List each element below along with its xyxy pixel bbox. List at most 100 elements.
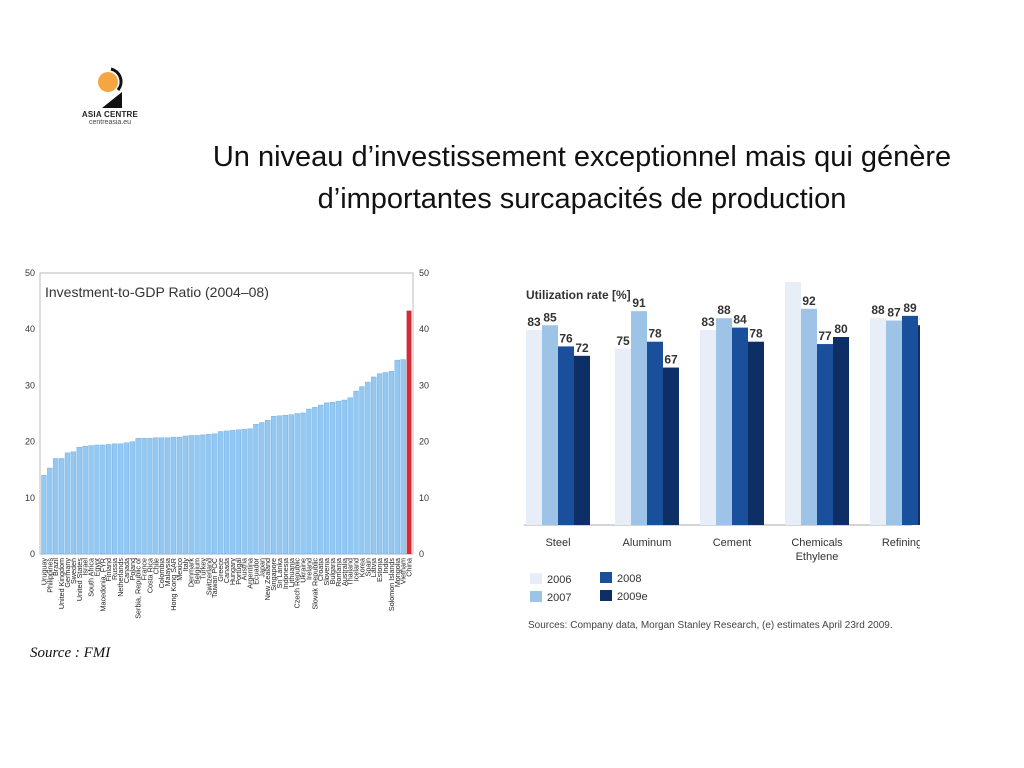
bar bbox=[335, 400, 342, 555]
x-tick-label: Ukraine bbox=[299, 558, 308, 583]
bar bbox=[817, 344, 833, 525]
bar bbox=[647, 341, 663, 525]
y-tick-left: 50 bbox=[25, 268, 35, 278]
bar bbox=[870, 318, 886, 525]
bar bbox=[182, 435, 188, 555]
x-tick-label: Russia bbox=[110, 558, 119, 580]
x-tick-label: Solomon Islands bbox=[387, 558, 396, 612]
bar bbox=[323, 402, 330, 555]
x-tick-label: Chile bbox=[151, 558, 160, 574]
bar bbox=[176, 436, 183, 555]
y-tick-left: 10 bbox=[25, 493, 35, 503]
bar bbox=[94, 444, 100, 555]
bar bbox=[288, 414, 294, 555]
bar bbox=[235, 429, 241, 555]
bar-value-label: 85 bbox=[919, 310, 920, 324]
bar bbox=[135, 438, 141, 555]
x-tick-label: Mexico bbox=[175, 558, 184, 581]
category-label: Refining bbox=[882, 537, 920, 549]
x-tick-label: United Kingdom bbox=[57, 558, 66, 609]
chart-title: Investment-to-GDP Ratio (2004–08) bbox=[45, 284, 269, 300]
x-tick-label: Latvia bbox=[369, 558, 378, 577]
bar bbox=[70, 451, 77, 555]
x-tick-label: Taiwan POC bbox=[210, 558, 219, 598]
bar bbox=[100, 444, 106, 555]
bar-value-label: 78 bbox=[648, 327, 662, 341]
bar bbox=[300, 412, 306, 555]
y-tick-right: 0 bbox=[419, 549, 424, 559]
bar bbox=[164, 437, 171, 555]
x-tick-label: Canada bbox=[122, 558, 131, 583]
y-tick-left: 40 bbox=[25, 324, 35, 334]
bar bbox=[574, 355, 590, 525]
bar bbox=[700, 329, 716, 525]
legend-label: 2007 bbox=[547, 592, 571, 604]
bar bbox=[353, 390, 359, 555]
slide-title-line-1: Un niveau d’investissement exceptionnel … bbox=[212, 141, 952, 173]
x-tick-label: Estonia bbox=[375, 558, 384, 582]
x-tick-label: India bbox=[381, 558, 390, 574]
x-tick-label: Finland bbox=[104, 558, 113, 582]
bar bbox=[833, 337, 849, 525]
x-tick-label: Spain bbox=[363, 558, 372, 576]
bar bbox=[918, 325, 920, 525]
x-tick-label: Italy bbox=[181, 558, 190, 572]
x-tick-label: Serbia, Republic of bbox=[134, 558, 143, 619]
x-tick-label: Slovak Republic bbox=[310, 558, 319, 610]
y-tick-left: 20 bbox=[25, 437, 35, 447]
bar-value-label: 83 bbox=[701, 315, 715, 329]
x-tick-label: Hong Kong SAR bbox=[169, 558, 178, 611]
bar bbox=[748, 341, 764, 525]
bar bbox=[217, 431, 224, 555]
x-tick-label: Philippines bbox=[45, 558, 54, 593]
bar bbox=[212, 433, 218, 555]
y-tick-right: 50 bbox=[419, 268, 429, 278]
bar bbox=[206, 434, 212, 555]
bar bbox=[371, 376, 377, 555]
bar bbox=[318, 404, 324, 555]
x-tick-label: Costa Rica bbox=[145, 558, 154, 593]
x-tick-label: Singapore bbox=[269, 558, 278, 591]
legend-swatch bbox=[530, 573, 542, 584]
bar bbox=[902, 315, 918, 525]
bar bbox=[229, 430, 236, 555]
bar bbox=[886, 320, 902, 525]
bar bbox=[312, 407, 318, 555]
x-tick-label: United States bbox=[75, 558, 84, 602]
slide-title-line-2: d’importantes surcapacités de production bbox=[317, 183, 847, 215]
bar bbox=[41, 475, 47, 555]
bar bbox=[241, 429, 247, 555]
x-tick-label: Sri Lanka bbox=[275, 558, 284, 588]
x-tick-label: Uruguay bbox=[39, 558, 48, 586]
bar-value-label: 67 bbox=[664, 353, 678, 367]
x-tick-label: Portugal bbox=[234, 558, 243, 585]
x-tick-label: Ireland bbox=[304, 558, 313, 580]
bar bbox=[294, 413, 300, 555]
y-tick-right: 10 bbox=[419, 493, 429, 503]
logo-url: centreasia.eu bbox=[88, 119, 132, 126]
bar-value-label: 91 bbox=[632, 296, 646, 310]
bar bbox=[801, 308, 817, 525]
legend-swatch bbox=[600, 572, 612, 583]
bar bbox=[47, 467, 53, 555]
x-tick-label: Vietnam bbox=[399, 558, 408, 584]
x-tick-label: Brazil bbox=[51, 558, 60, 576]
bar bbox=[147, 438, 153, 555]
x-tick-label: South Africa bbox=[87, 558, 96, 597]
bar bbox=[526, 329, 542, 525]
bar bbox=[276, 415, 283, 555]
x-tick-label: Denmark bbox=[187, 558, 196, 588]
bar bbox=[615, 348, 631, 525]
bar-value-label: 88 bbox=[871, 303, 885, 317]
category-label: Aluminum bbox=[623, 537, 672, 549]
category-label: Ethylene bbox=[796, 551, 839, 563]
x-tick-label: Egypt bbox=[92, 558, 101, 576]
bar bbox=[732, 327, 748, 525]
x-tick-label: Czech Republic bbox=[293, 558, 302, 609]
bar bbox=[200, 434, 206, 555]
bar bbox=[785, 282, 801, 525]
x-tick-label: Netherlands bbox=[116, 558, 125, 597]
x-tick-label: Bulgaria bbox=[328, 558, 337, 584]
legend-label: 2009e bbox=[617, 591, 648, 603]
bar bbox=[282, 414, 289, 555]
